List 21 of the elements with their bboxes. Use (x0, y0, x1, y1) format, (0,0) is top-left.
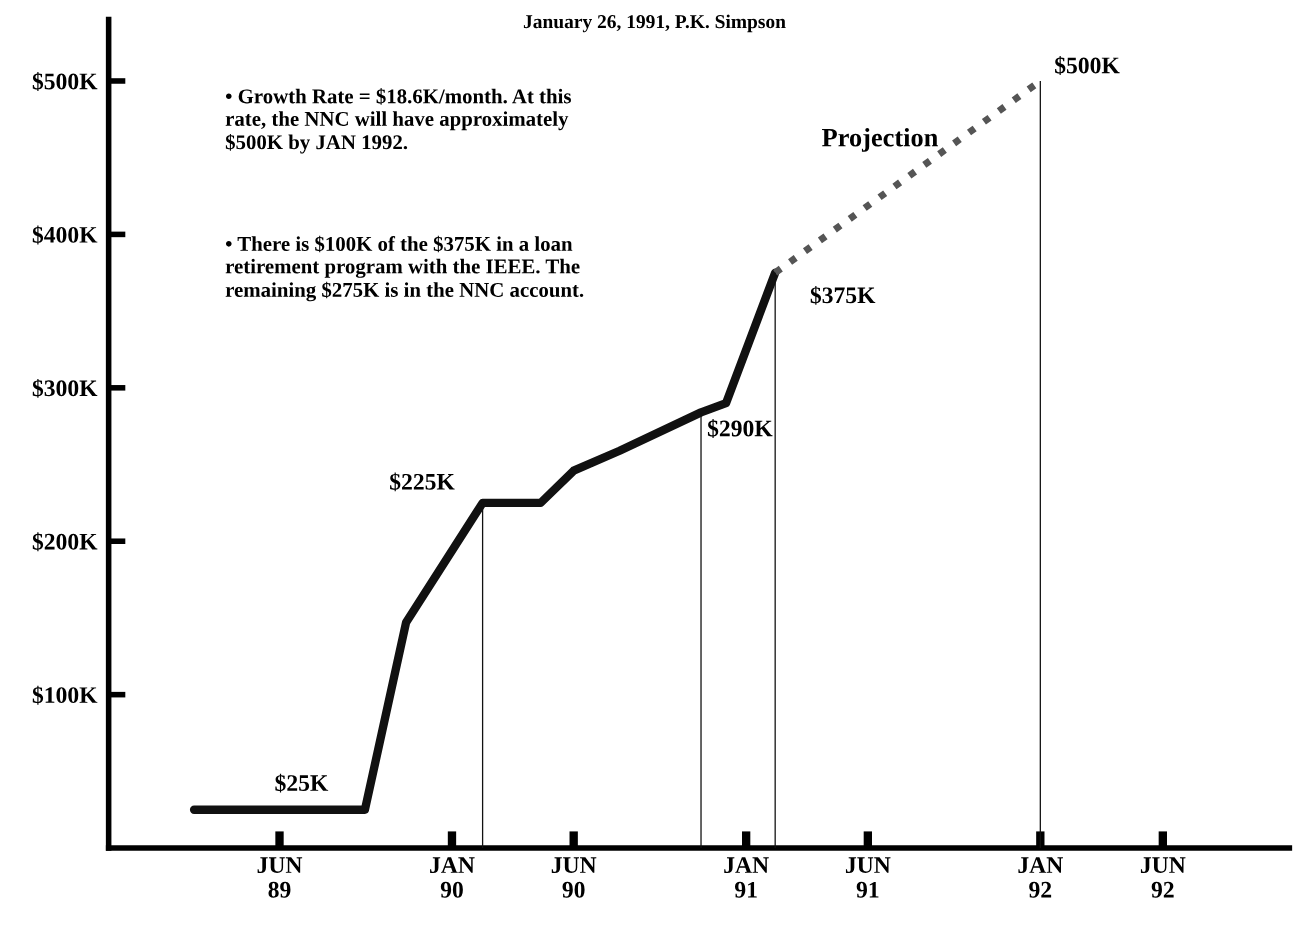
annotation: $375K (810, 285, 876, 305)
x-tick-label: JAN 91 (724, 857, 769, 898)
annotation: • There is $100K of the $375K in a loan retirement program with the IEEE. The remaining $275K is in the NNC account. (225, 235, 584, 302)
y-tick-label: $300K (32, 378, 98, 398)
annotation: $500K (1055, 56, 1120, 75)
annotation: $225K (390, 472, 455, 492)
y-tick-label: $400K (32, 225, 98, 245)
x-tick-label: JUN 92 (1140, 857, 1186, 898)
x-tick-label: JAN 92 (1018, 857, 1063, 898)
y-tick-label: $500K (32, 72, 98, 91)
chart-title: January 26, 1991, P.K. Simpson (523, 14, 786, 33)
x-tick-label: JUN 91 (845, 857, 891, 898)
annotation: • Growth Rate = $18.6K/month. At this rate, the NNC will have approximately $500K by JAN 1992. (225, 88, 571, 154)
annotation: $290K (707, 419, 773, 439)
series-label: Projection (822, 127, 938, 152)
x-tick-label: JUN 90 (551, 857, 597, 898)
x-tick-label: JUN 89 (257, 857, 303, 898)
y-tick-label: $200K (32, 532, 98, 552)
annotation: $25K (275, 773, 329, 793)
x-tick-label: JAN 90 (430, 857, 475, 898)
y-tick-label: $100K (32, 685, 98, 705)
